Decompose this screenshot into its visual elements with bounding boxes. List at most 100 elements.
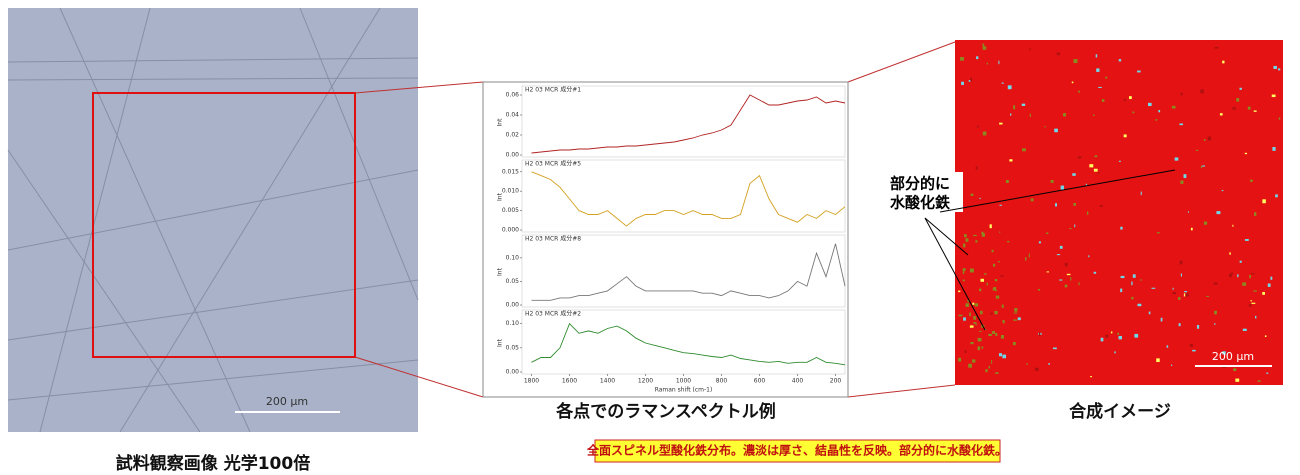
speckle <box>1013 319 1017 321</box>
speckle <box>1120 275 1125 279</box>
speckle <box>1000 335 1005 339</box>
speckle <box>1110 331 1113 334</box>
speckle <box>1266 372 1269 374</box>
speckle <box>992 287 996 291</box>
speckle <box>1262 199 1266 204</box>
speckle <box>1180 92 1183 96</box>
speckle <box>1178 297 1181 300</box>
speckle <box>1017 317 1021 321</box>
speckle <box>1156 358 1160 363</box>
speckle <box>1250 179 1253 182</box>
speckle <box>1222 60 1225 64</box>
speckle <box>994 279 998 282</box>
speckle <box>1078 90 1080 93</box>
scratches <box>7 7 419 433</box>
x-tick-label: 1000 <box>676 378 691 385</box>
speckle <box>967 299 969 303</box>
speckle <box>1222 366 1226 368</box>
y-tick-label: 0.04 <box>506 112 520 119</box>
speckle <box>963 243 966 248</box>
speckle <box>1056 52 1060 56</box>
speckle <box>999 204 1002 206</box>
speckle <box>1034 367 1039 371</box>
speckle <box>1064 262 1068 267</box>
speckle <box>1251 273 1255 275</box>
y-label: Int <box>497 192 504 201</box>
speckle <box>1038 241 1041 244</box>
speckle <box>972 359 976 363</box>
x-tick-label: 600 <box>754 378 766 385</box>
speckle <box>1028 253 1030 258</box>
speckle <box>968 80 971 82</box>
x-tick-label: 1600 <box>562 378 577 385</box>
speckle <box>1244 152 1248 155</box>
speckle <box>1085 183 1087 186</box>
speckle <box>991 359 993 364</box>
speckle <box>1255 315 1257 319</box>
speckle <box>1021 103 1026 106</box>
speckle <box>1012 342 1016 346</box>
speckle <box>992 331 996 334</box>
speckle <box>1050 179 1054 183</box>
speckle <box>1007 85 1012 90</box>
speckle <box>1131 281 1133 286</box>
annotation: 部分的に <box>890 175 950 193</box>
speckle <box>1066 273 1071 276</box>
speckle <box>963 317 966 321</box>
speckle <box>986 282 988 286</box>
speckle <box>1118 59 1122 62</box>
speckle <box>973 315 976 320</box>
speckle <box>975 166 978 170</box>
x-label: Raman shift (cm-1) <box>655 387 713 394</box>
speckle <box>1206 295 1209 297</box>
speckle <box>1090 376 1092 378</box>
speckle <box>981 346 984 349</box>
speckle <box>969 312 971 317</box>
speckle <box>1134 333 1139 338</box>
speckle <box>1264 335 1267 338</box>
speckle <box>1222 351 1226 355</box>
speckle <box>1148 311 1151 315</box>
speckle <box>1183 174 1187 179</box>
speckle <box>1203 221 1208 225</box>
speckle <box>1014 308 1018 312</box>
speckle <box>1172 287 1174 290</box>
speckle <box>1095 54 1098 58</box>
speckle <box>1059 245 1063 249</box>
speckle <box>1056 254 1061 256</box>
speckle <box>1037 288 1041 291</box>
speckle <box>997 261 1000 263</box>
speckle <box>1001 82 1004 84</box>
speckle <box>1151 287 1156 289</box>
plot-frame <box>521 85 846 158</box>
microscope-image <box>8 8 418 432</box>
speckle <box>1272 147 1276 151</box>
caption: 試料観察画像 光学100倍 <box>116 453 310 474</box>
speckle <box>1221 189 1224 192</box>
speckle <box>970 77 972 82</box>
speckle <box>988 333 992 337</box>
speckle <box>991 249 994 253</box>
speckle <box>975 322 977 326</box>
speckle <box>1117 332 1120 335</box>
speckle <box>999 231 1001 233</box>
speckle <box>1100 337 1104 342</box>
speckle <box>1214 310 1217 315</box>
speckle <box>1140 279 1142 281</box>
speckle <box>1166 345 1169 348</box>
speckle <box>972 302 975 305</box>
speckle <box>1098 86 1102 88</box>
speckle <box>1046 271 1050 273</box>
x-tick-label: 1800 <box>524 378 539 385</box>
speckle <box>1009 159 1013 162</box>
panel-title: H2 03 MCR 成分#1 <box>525 86 581 94</box>
speckle <box>1123 98 1127 101</box>
speckle <box>968 363 972 368</box>
speckle <box>986 62 989 65</box>
speckle <box>1254 212 1257 216</box>
speckle <box>998 60 1000 65</box>
speckle <box>1073 59 1078 64</box>
speckle <box>1097 172 1100 174</box>
speckle <box>1275 194 1278 198</box>
speckle <box>973 321 976 324</box>
